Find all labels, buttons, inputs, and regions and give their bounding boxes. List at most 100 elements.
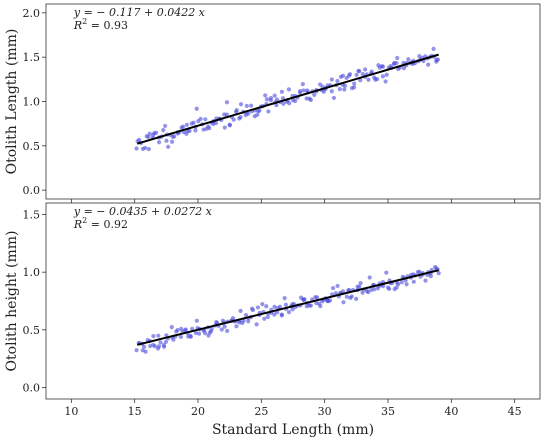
data-point [388,64,393,69]
data-point [272,312,277,317]
data-point [203,117,208,122]
y-tick-label: 1.5 [23,209,41,222]
data-point [268,96,274,101]
data-point [142,344,147,349]
data-point [231,117,236,122]
y-tick-label: 1.0 [23,96,41,109]
data-point [146,134,151,140]
x-axis-title: Standard Length (mm) [212,422,374,438]
data-point [214,319,219,325]
data-point [196,331,202,336]
data-point [272,304,277,310]
data-point [287,101,292,106]
x-tick-label: 45 [508,405,522,418]
data-point [246,111,251,116]
data-point [404,282,409,287]
y-tick-label: 0.5 [23,140,41,153]
x-tick-label: 35 [381,405,395,418]
data-point [428,274,433,279]
data-point [250,307,256,313]
data-point [260,302,265,307]
data-point [375,76,380,82]
data-point [358,280,363,286]
data-point [331,95,337,101]
data-point [163,123,168,129]
y-tick-label: 1.5 [23,51,41,64]
data-point [219,327,224,332]
data-point [297,90,303,95]
data-point [354,72,359,77]
data-point [340,289,346,294]
data-point [175,327,180,333]
data-point [435,57,441,62]
data-point [286,87,291,92]
data-point [341,300,346,305]
y-tick-label: 2.0 [23,7,41,20]
data-point [344,294,349,299]
data-point [358,78,363,83]
regression-equation: y = − 0.117 + 0.0422 x [73,6,206,19]
data-point [357,69,362,74]
data-point [143,145,148,151]
r-squared-label: R2 = 0.92 [73,216,128,231]
data-point [431,46,436,51]
data-point [279,312,284,317]
data-point [146,146,151,152]
data-point [214,120,219,126]
data-point [286,310,292,315]
data-point [308,97,313,103]
data-point [366,77,371,82]
data-point [411,279,416,284]
y-tick-label: 1.0 [23,266,41,279]
data-point [156,344,162,349]
data-point [171,337,176,342]
y-tick-label: 0.5 [23,324,41,337]
data-point [401,66,407,71]
data-point [342,83,348,88]
data-point [308,303,313,308]
data-point [134,348,139,353]
data-point [234,107,239,113]
data-point [399,280,404,285]
data-point [147,131,152,136]
data-point [207,126,212,131]
data-point [436,271,441,276]
data-point [264,97,270,102]
otolith-height-panel: 0.0 0.5 1.0 1.5 10 15 20 25 30 35 40 45 Otolith heig… [4,202,541,418]
data-point [426,62,431,67]
data-point [281,101,286,106]
data-point [314,295,320,300]
data-point [230,316,236,321]
data-point [172,134,177,139]
data-point [224,100,230,105]
data-point [349,294,354,299]
data-point [394,60,399,66]
data-point [395,55,400,61]
y-tick-label: 0.0 [23,381,41,394]
data-point [333,291,338,296]
data-point [202,331,208,336]
data-point [312,92,317,97]
data-point [249,103,254,108]
data-point [282,296,287,301]
data-point [300,82,305,87]
data-point [340,73,346,78]
data-point [224,112,229,117]
x-tick-label: 10 [64,405,78,418]
regression-equation: y = − 0.0435 + 0.0272 x [73,205,213,218]
data-point [277,304,283,309]
data-point [193,330,198,336]
data-point [274,103,279,108]
data-point [143,349,148,354]
y-axis-title: Otolith height (mm) [4,231,20,372]
data-point [367,275,372,280]
data-point [330,286,336,291]
data-point [169,139,175,144]
data-point [384,72,389,77]
data-point [191,120,196,125]
data-point [423,278,428,283]
data-point [352,81,357,86]
data-point [335,78,340,84]
